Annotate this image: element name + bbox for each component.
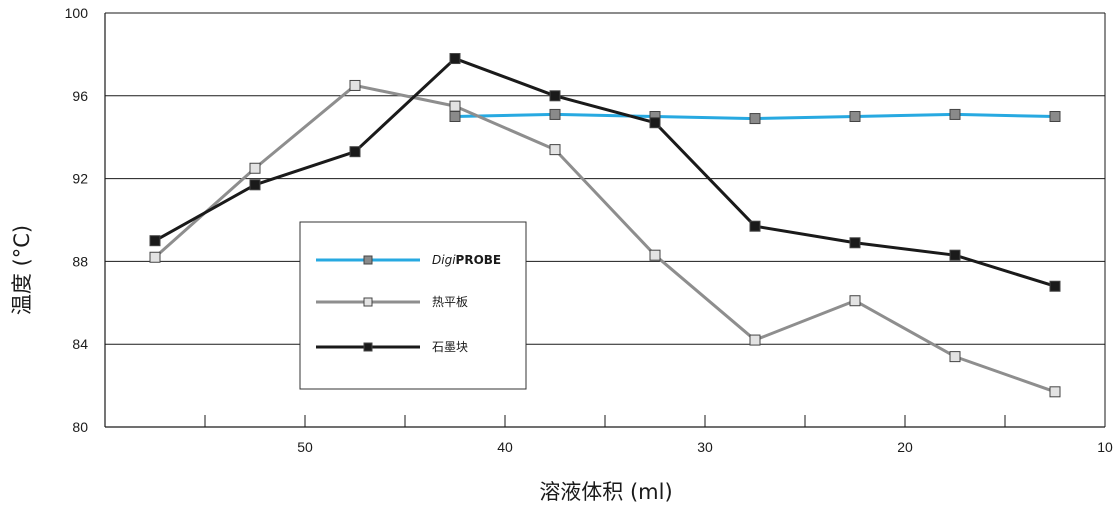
legend-item: 石墨块 (316, 340, 468, 354)
data-point (149, 235, 161, 247)
data-point (949, 108, 961, 120)
data-point (449, 111, 461, 122)
x-tick-label: 40 (497, 439, 513, 455)
data-point (449, 53, 461, 65)
data-point (949, 351, 961, 363)
data-point (249, 162, 261, 174)
data-point (549, 90, 561, 102)
x-axis-title: 溶液体积 (ml) (539, 480, 672, 504)
x-tick-label: 30 (697, 439, 713, 455)
series-line (154, 83, 1056, 394)
y-tick-label: 92 (72, 171, 88, 187)
legend-label: DigiPROBE (432, 253, 501, 267)
legend-box (299, 221, 527, 390)
data-point (849, 295, 861, 307)
series-line (154, 57, 1056, 288)
data-point (149, 251, 161, 263)
y-tick-label: 100 (65, 5, 89, 21)
legend-swatch-marker (363, 255, 373, 265)
y-tick-label: 88 (72, 253, 88, 269)
legend-item: DigiPROBE (316, 253, 501, 267)
data-point (349, 146, 361, 158)
tick-labels: 100 96 92 88 84 80 50 40 30 20 10 (65, 5, 1113, 455)
x-tick-label: 50 (297, 439, 313, 455)
series-1 (449, 108, 1061, 125)
data-point (949, 249, 961, 261)
series-2 (149, 79, 1061, 398)
data-point (449, 100, 461, 112)
series-3 (149, 53, 1061, 292)
data-point (749, 220, 761, 232)
y-tick-label: 80 (72, 419, 88, 435)
data-point (749, 113, 761, 125)
legend-label: 热平板 (432, 295, 468, 309)
data-point (549, 108, 561, 120)
data-point (1049, 386, 1061, 398)
y-tick-label: 96 (72, 88, 88, 104)
data-point (349, 79, 361, 91)
data-point (549, 144, 561, 156)
x-tick-label: 20 (897, 439, 913, 455)
data-point (649, 249, 661, 261)
legend-swatch-marker (363, 342, 373, 352)
axes (104, 12, 1106, 428)
legend-swatch-marker (363, 297, 373, 307)
data-point (649, 117, 661, 129)
legend-label: 石墨块 (432, 340, 468, 354)
data-point (849, 111, 861, 122)
data-point (1049, 111, 1061, 122)
data-point (749, 334, 761, 346)
data-point (849, 237, 861, 249)
y-tick-label: 84 (72, 336, 88, 352)
y-axis-title: 温度 (°C) (10, 225, 34, 315)
legend-item: 热平板 (316, 295, 468, 309)
data-point (249, 179, 261, 191)
x-tick-label: 10 (1097, 439, 1113, 455)
gridlines (105, 95, 1105, 345)
series (149, 53, 1061, 398)
data-point (1049, 280, 1061, 292)
